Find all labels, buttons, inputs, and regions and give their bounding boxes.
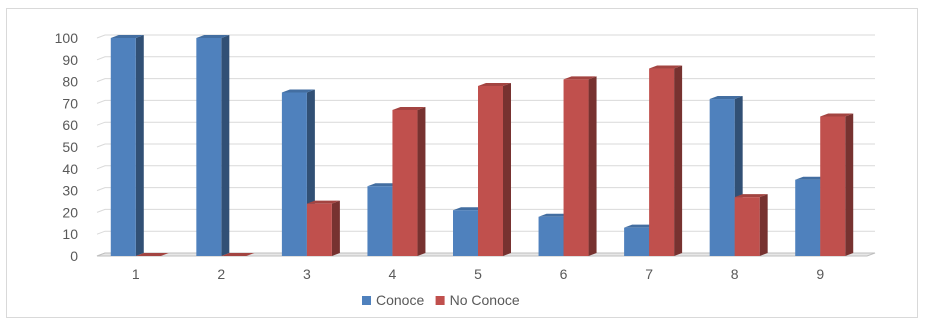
y-tick-label: 10 xyxy=(62,226,78,242)
gridline xyxy=(96,78,875,83)
gridline xyxy=(96,165,875,170)
y-tick-label: 60 xyxy=(62,117,78,133)
bar-conoce xyxy=(196,35,230,256)
bar-top xyxy=(709,96,743,100)
bar-no-conoce xyxy=(734,194,768,256)
bar-no-conoce xyxy=(820,113,854,256)
bar-front xyxy=(392,109,418,256)
legend-item-no-conoce: No Conoce xyxy=(435,292,520,308)
legend-swatch xyxy=(362,296,371,305)
y-tick-label: 50 xyxy=(62,139,78,155)
y-tick-label: 70 xyxy=(62,95,78,111)
bar-front xyxy=(649,68,675,257)
x-tick-label: 9 xyxy=(816,266,824,282)
bar-side xyxy=(331,200,340,256)
x-tick-label: 1 xyxy=(132,266,140,282)
gridline xyxy=(96,143,875,148)
bar-top xyxy=(453,207,486,211)
bar-top xyxy=(649,65,683,69)
bar-front xyxy=(624,227,650,256)
gridline xyxy=(96,99,875,104)
x-tick-label: 4 xyxy=(389,266,397,282)
bars xyxy=(110,35,854,257)
y-tick-label: 100 xyxy=(55,30,79,46)
bar-conoce xyxy=(110,35,144,256)
bar-front xyxy=(367,186,393,256)
bar-no-conoce xyxy=(221,253,255,256)
bar-top xyxy=(624,224,658,228)
bar-no-conoce xyxy=(306,200,340,256)
bar-no-conoce xyxy=(649,65,683,257)
x-tick-label: 2 xyxy=(217,266,225,282)
legend-item-conoce: Conoce xyxy=(362,292,424,308)
x-tick-label: 8 xyxy=(731,266,739,282)
bar-side xyxy=(135,35,144,256)
gridline xyxy=(96,208,875,213)
y-tick-label: 20 xyxy=(62,204,78,220)
bar-top xyxy=(820,113,854,117)
bar-side xyxy=(503,82,511,257)
bar-front xyxy=(478,85,503,257)
bar-no-conoce xyxy=(563,76,597,256)
bar-no-conoce xyxy=(478,82,511,257)
x-tick-label: 7 xyxy=(645,266,653,282)
y-axis-ticks: 0 10 20 30 40 50 60 70 80 90 100 xyxy=(55,30,79,264)
bar-side xyxy=(588,76,597,256)
gridline xyxy=(96,56,875,61)
bar-top xyxy=(392,106,426,110)
legend: Conoce No Conoce xyxy=(362,292,520,308)
bar-front xyxy=(563,79,589,256)
x-tick-label: 6 xyxy=(560,266,568,282)
gridline xyxy=(96,34,875,39)
bar-top xyxy=(196,35,230,38)
bar-front xyxy=(709,99,735,256)
bar-top xyxy=(538,213,572,217)
bar-front xyxy=(820,116,846,256)
bar-front xyxy=(281,92,307,256)
x-tick-label: 5 xyxy=(474,266,482,282)
legend-swatch xyxy=(435,296,445,305)
bar-front xyxy=(110,38,136,256)
bar-top xyxy=(563,76,597,80)
bar-front xyxy=(453,210,478,256)
bar-no-conoce xyxy=(135,253,169,256)
bar-top xyxy=(135,253,169,256)
gridline xyxy=(96,187,875,192)
bar-top xyxy=(306,200,340,204)
bar-side xyxy=(674,65,683,257)
bar-front xyxy=(734,197,760,256)
bar-side xyxy=(845,113,854,256)
legend-label: No Conoce xyxy=(450,292,520,308)
bar-no-conoce xyxy=(392,106,426,256)
bar-side xyxy=(417,106,426,256)
x-axis-ticks: 1 2 3 4 5 6 7 8 9 xyxy=(132,266,824,282)
bar-top xyxy=(110,35,144,38)
bar-top xyxy=(281,89,315,93)
bar-side xyxy=(221,35,230,256)
gridline xyxy=(96,230,875,235)
bar-top xyxy=(795,176,829,180)
bar-front xyxy=(306,203,332,256)
y-tick-label: 90 xyxy=(62,52,78,68)
bar-front xyxy=(196,38,222,256)
bar-side xyxy=(759,194,768,256)
bar-front xyxy=(795,179,821,256)
bar-front xyxy=(538,216,564,256)
chart-area xyxy=(6,8,918,318)
bar-top xyxy=(221,253,255,256)
bar-top xyxy=(734,194,768,198)
y-tick-label: 40 xyxy=(62,161,78,177)
bar-top xyxy=(367,183,401,187)
bar-top xyxy=(478,82,511,86)
y-tick-label: 30 xyxy=(62,183,78,199)
y-tick-label: 80 xyxy=(62,74,78,90)
legend-label: Conoce xyxy=(376,292,424,308)
y-tick-label: 0 xyxy=(70,248,78,264)
gridline xyxy=(96,121,875,126)
x-tick-label: 3 xyxy=(303,266,311,282)
